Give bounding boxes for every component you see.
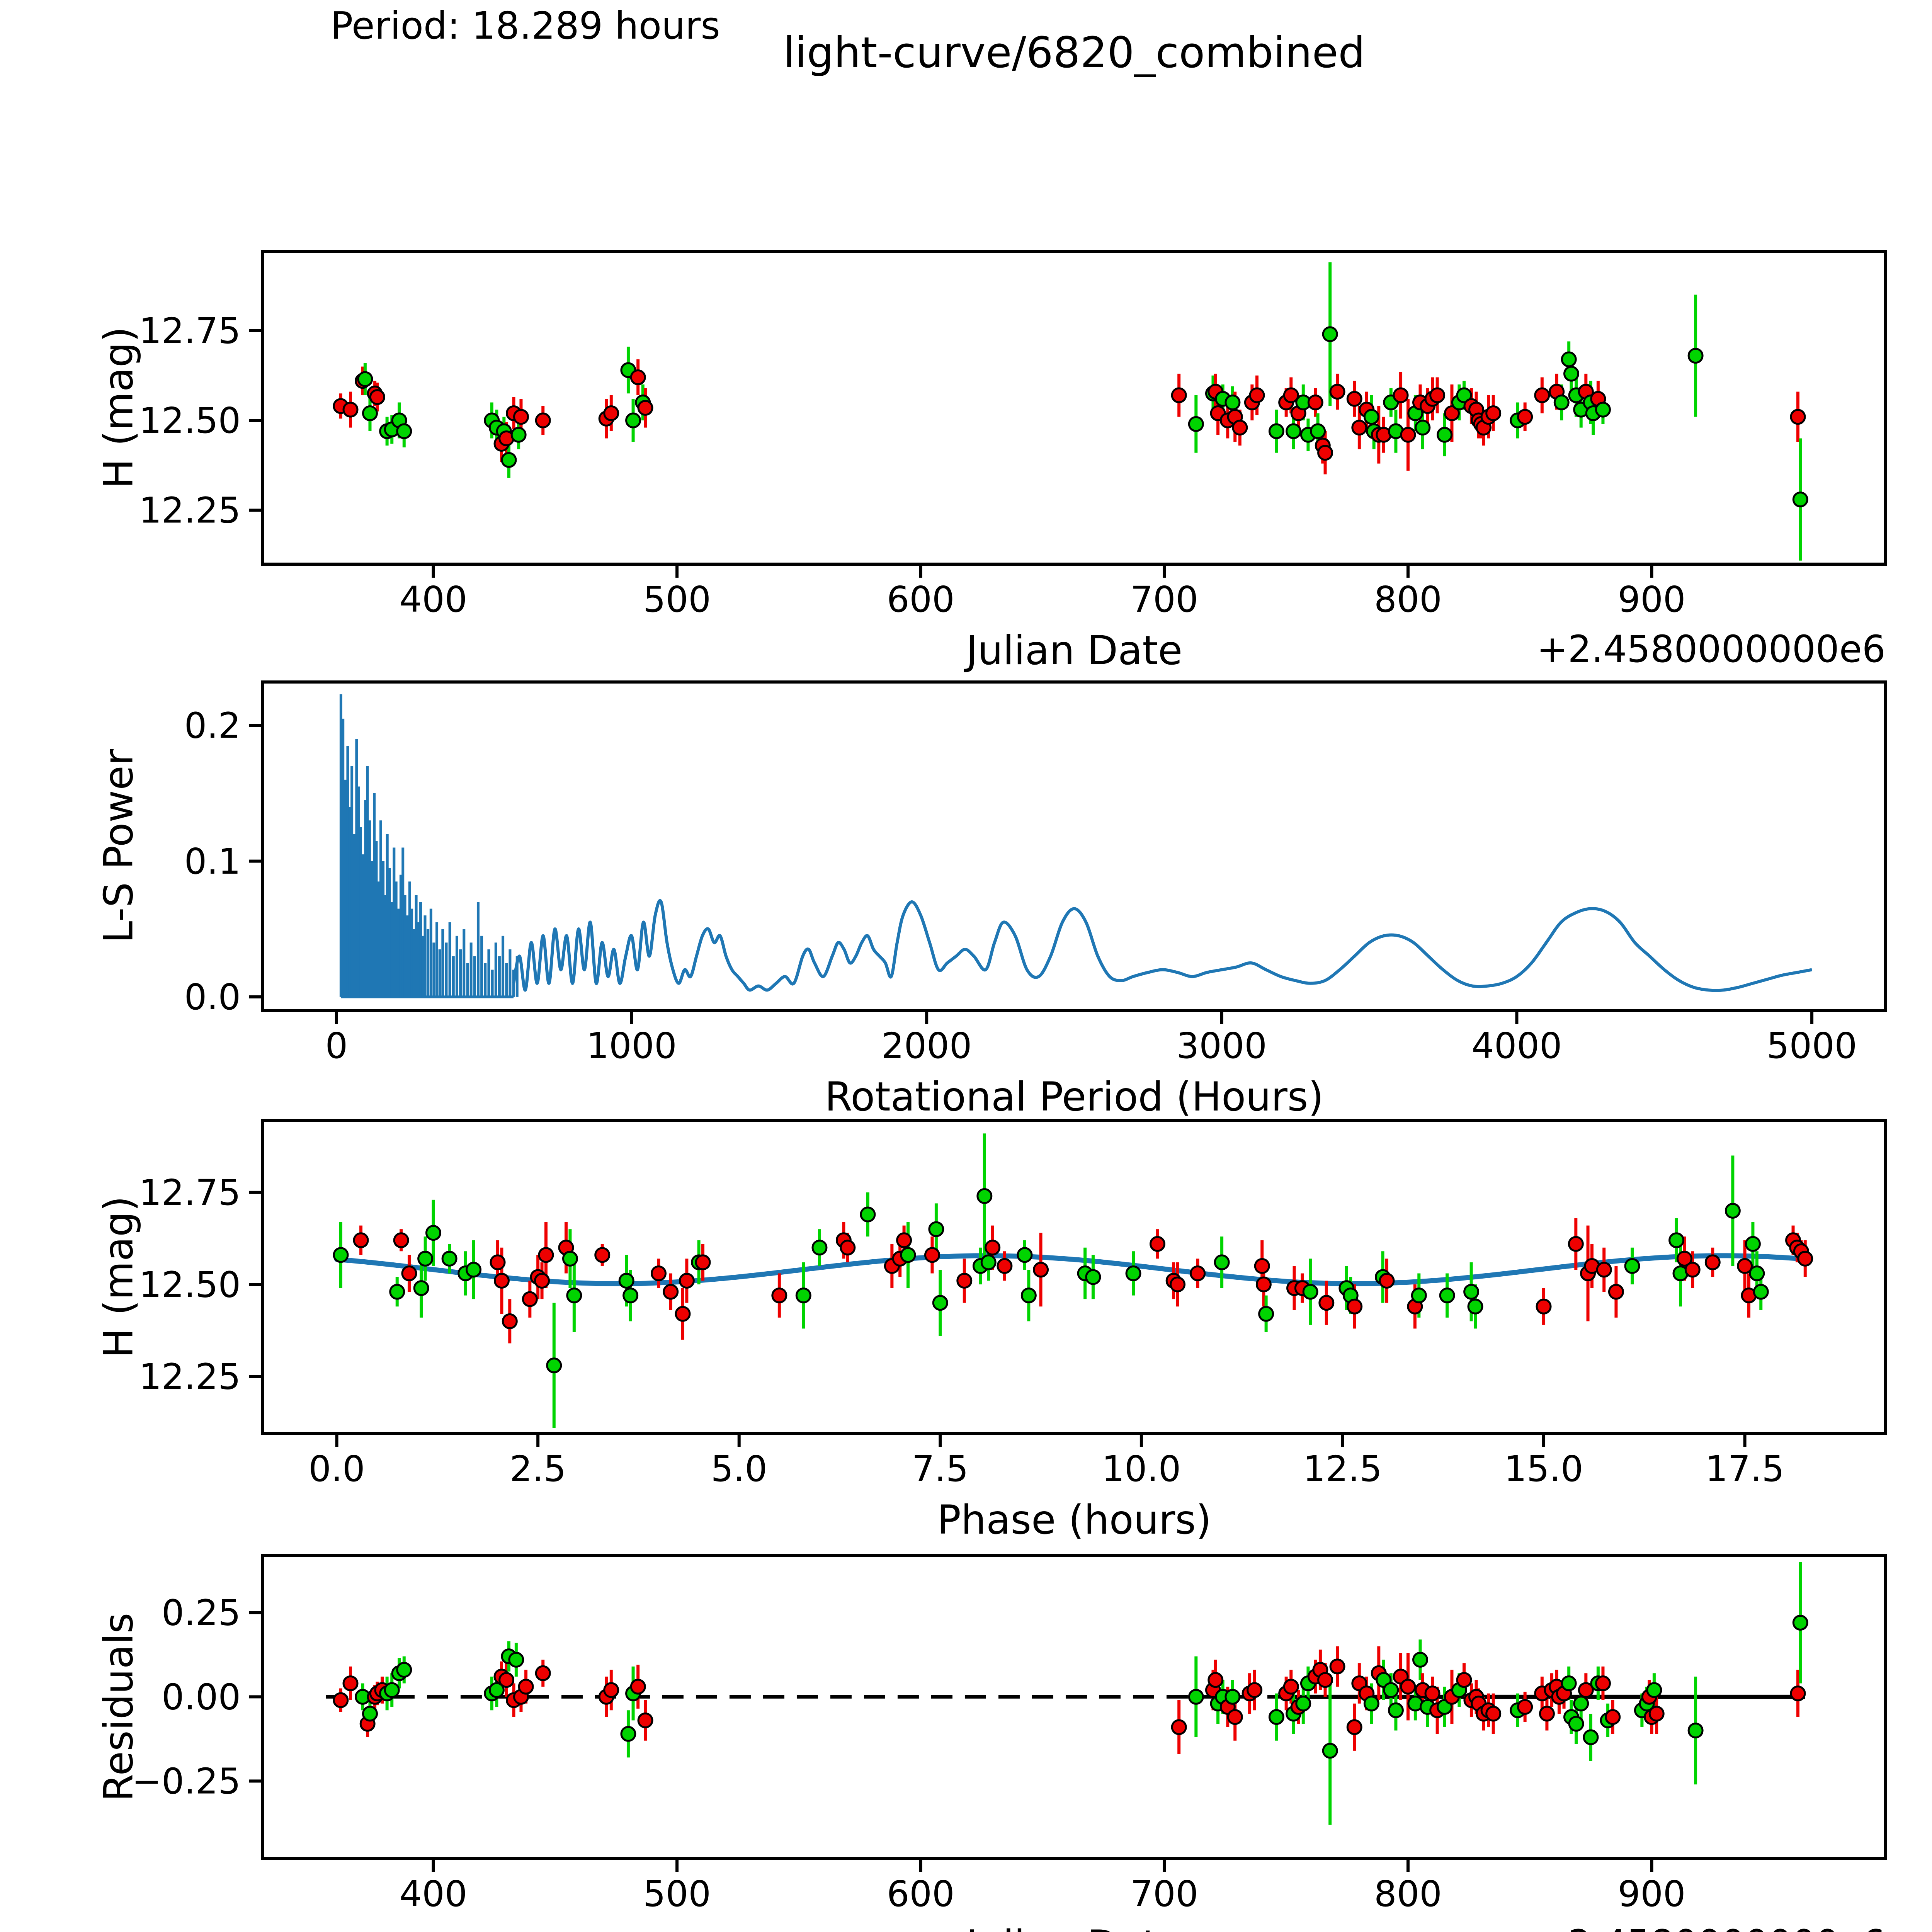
phased-lightcurve-spines	[261, 1119, 1887, 1435]
period-annotation: Period: 18.289 hours	[330, 4, 720, 48]
svg-text:0.0: 0.0	[184, 976, 241, 1018]
svg-text:1000: 1000	[586, 1025, 677, 1066]
jd-lightcurve-spines	[261, 250, 1887, 566]
ylabel-residuals: Residuals	[95, 1612, 142, 1802]
svg-text:3000: 3000	[1177, 1025, 1267, 1066]
panel-periodogram: 0 1000 2000 3000 4000 5000 0.0 0.1 0.2	[184, 680, 1887, 1066]
xlabel-rotational-period: Rotational Period (Hours)	[825, 1074, 1324, 1120]
panel-jd-lightcurve: 400 500 600 700 800 900 12.25 12.50 12.75	[139, 250, 1887, 620]
svg-text:2000: 2000	[881, 1025, 972, 1066]
svg-text:900: 900	[1618, 579, 1686, 620]
svg-text:800: 800	[1374, 579, 1442, 620]
svg-text:7.5: 7.5	[912, 1448, 968, 1490]
svg-text:500: 500	[643, 579, 711, 620]
axis-offset-text-bottom: +2.4580000000e6	[1537, 1923, 1886, 1932]
svg-text:17.5: 17.5	[1705, 1448, 1784, 1490]
periodogram-y-ticks: 0.0 0.1 0.2	[184, 705, 263, 1018]
panel-phased-lightcurve: 0.0 2.5 5.0 7.5 10.0 12.5 15.0 17.512.2512.5012…	[139, 1119, 1887, 1490]
svg-text:5000: 5000	[1767, 1025, 1857, 1066]
jd-lightcurve-data-area	[333, 262, 1808, 561]
periodogram-curve	[512, 899, 1812, 992]
jd-lightcurve-markers	[333, 326, 1808, 508]
xlabel-julian-date-bottom: Julian Date	[966, 1923, 1182, 1932]
xlabel-julian-date-top: Julian Date	[966, 628, 1183, 674]
svg-text:12.50: 12.50	[139, 1264, 241, 1305]
panel-residuals: 400 500 600 700 800 900 −0.25 0.00 0.25	[132, 1554, 1887, 1915]
svg-text:4000: 4000	[1471, 1025, 1562, 1066]
svg-text:0.2: 0.2	[184, 705, 241, 747]
svg-text:−0.25: −0.25	[132, 1761, 241, 1802]
svg-text:0.0: 0.0	[308, 1448, 365, 1490]
figure-title: light-curve/6820_combined	[783, 28, 1366, 77]
svg-text:500: 500	[643, 1873, 711, 1915]
residuals-spines	[261, 1554, 1887, 1860]
phased-lightcurve-x-ticks: 0.0 2.5 5.0 7.5 10.0 12.5 15.0 17.5	[308, 1434, 1784, 1490]
svg-text:700: 700	[1131, 579, 1199, 620]
svg-text:2.5: 2.5	[510, 1448, 566, 1490]
svg-text:0.25: 0.25	[162, 1592, 241, 1633]
phased-lightcurve-data-area	[333, 1133, 1813, 1428]
residuals-markers	[333, 1614, 1808, 1759]
xlabel-phase-hours: Phase (hours)	[937, 1497, 1212, 1543]
svg-text:10.0: 10.0	[1102, 1448, 1181, 1490]
svg-text:12.50: 12.50	[139, 400, 241, 441]
residuals-y-ticks: −0.25 0.00 0.25	[132, 1592, 263, 1802]
svg-text:0.1: 0.1	[184, 841, 241, 882]
svg-text:800: 800	[1374, 1873, 1442, 1915]
jd-lightcurve-x-ticks: 400 500 600 700 800 900	[400, 564, 1686, 620]
svg-text:12.75: 12.75	[139, 310, 241, 352]
svg-text:400: 400	[400, 1873, 468, 1915]
ylabel-h-mag-top: H (mag)	[95, 327, 142, 489]
periodogram-data-area	[339, 694, 1812, 998]
residuals-data-area	[326, 1562, 1808, 1825]
svg-text:12.5: 12.5	[1303, 1448, 1382, 1490]
svg-text:600: 600	[887, 579, 955, 620]
ylabel-h-mag-phase: H (mag)	[95, 1196, 142, 1358]
svg-text:0.00: 0.00	[162, 1677, 241, 1718]
svg-text:600: 600	[887, 1873, 955, 1915]
svg-text:700: 700	[1131, 1873, 1199, 1915]
svg-text:5.0: 5.0	[711, 1448, 767, 1490]
svg-text:15.0: 15.0	[1504, 1448, 1583, 1490]
svg-text:12.75: 12.75	[139, 1172, 241, 1213]
periodogram-spines	[261, 680, 1887, 1012]
periodogram-x-ticks: 0 1000 2000 3000 4000 5000	[325, 1010, 1857, 1066]
periodogram-spikes	[339, 694, 519, 997]
svg-text:900: 900	[1618, 1873, 1686, 1915]
svg-text:12.25: 12.25	[139, 490, 241, 531]
svg-text:400: 400	[400, 579, 468, 620]
phased-lightcurve-y-ticks: 12.25 12.50 12.75	[139, 1172, 263, 1397]
phased-lightcurve-markers	[333, 1188, 1813, 1374]
axis-offset-text-top: +2.4580000000e6	[1537, 628, 1886, 671]
ylabel-ls-power: L-S Power	[95, 749, 142, 944]
phased-model-curve	[334, 1253, 1807, 1286]
svg-text:12.25: 12.25	[139, 1356, 241, 1397]
residuals-x-ticks: 400 500 600 700 800 900	[400, 1859, 1686, 1915]
jd-lightcurve-y-ticks: 12.25 12.50 12.75	[139, 310, 263, 531]
svg-text:0: 0	[325, 1025, 348, 1066]
